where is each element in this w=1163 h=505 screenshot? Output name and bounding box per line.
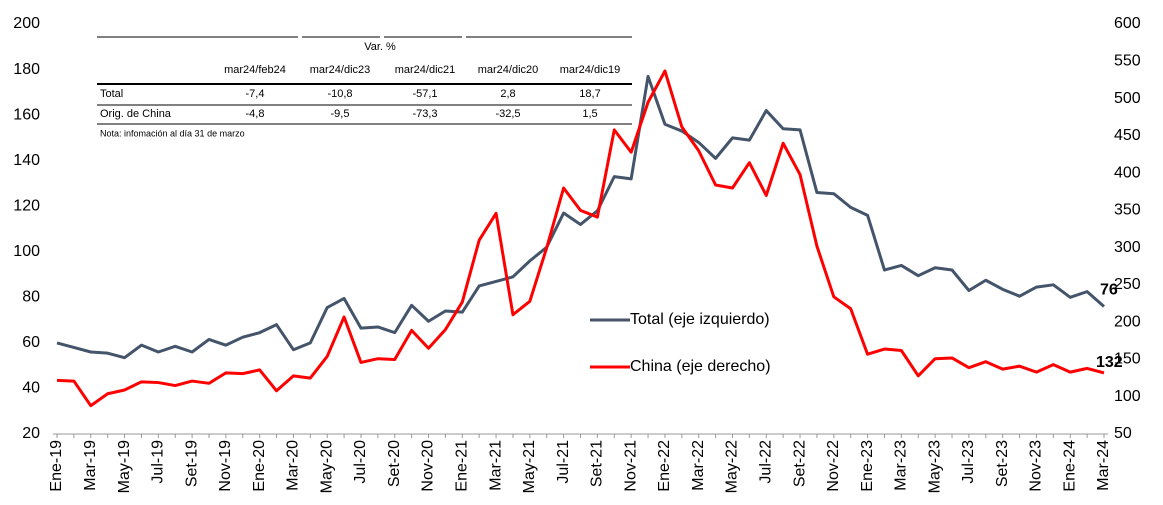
- table-row-label: Orig. de China: [100, 108, 172, 120]
- x-tick-label: Nov-22: [825, 440, 842, 492]
- y2-tick-label: 500: [1114, 90, 1141, 107]
- legend-label: Total (eje izquierdo): [630, 311, 770, 328]
- x-tick-label: Mar-23: [893, 440, 910, 491]
- table-cell: 1,5: [582, 108, 597, 120]
- summary-table: Var. % Nota: infomación al día 31 de mar…: [97, 36, 632, 138]
- x-tick-label: Nov-19: [217, 440, 234, 492]
- x-tick-label: Nov-21: [622, 440, 639, 492]
- x-tick-label: Ene-19: [48, 440, 65, 492]
- x-tick-label: Set-21: [589, 440, 606, 487]
- x-tick-label: Mar-20: [285, 440, 302, 491]
- x-tick-label: May-20: [318, 440, 335, 493]
- y2-tick-label: 50: [1114, 425, 1132, 442]
- x-tick-label: Mar-24: [1095, 440, 1112, 491]
- table-column-header: mar24/dic21: [395, 64, 456, 76]
- table-cell: -7,4: [246, 88, 265, 100]
- table-row-label: Total: [100, 88, 123, 100]
- series-line: [56, 69, 1105, 408]
- x-tick-label: Mar-22: [690, 440, 707, 491]
- x-tick-label: May-19: [116, 440, 133, 493]
- x-tick-label: Ene-20: [251, 440, 268, 492]
- table-cell: 2,8: [500, 88, 515, 100]
- y-tick-label: 40: [22, 380, 40, 397]
- table-column-header: mar24/dic23: [310, 64, 371, 76]
- x-tick-label: Nov-20: [420, 440, 437, 492]
- x-tick-label: Set-23: [994, 440, 1011, 487]
- x-tick-label: Ene-24: [1061, 440, 1078, 492]
- x-tick-label: Ene-23: [859, 440, 876, 492]
- y-tick-label: 200: [13, 15, 40, 32]
- y2-tick-label: 100: [1114, 388, 1141, 405]
- table-column-header: mar24/feb24: [224, 64, 286, 76]
- x-tick-label: Ene-21: [454, 440, 471, 492]
- x-tick-label: May-23: [926, 440, 943, 493]
- y-tick-label: 180: [13, 61, 40, 78]
- y2-tick-label: 150: [1114, 351, 1141, 368]
- y2-tick-label: 550: [1114, 52, 1141, 69]
- y-tick-label: 140: [13, 152, 40, 169]
- x-tick-label: Set-19: [183, 440, 200, 487]
- table-cell: -73,3: [412, 108, 437, 120]
- x-tick-label: Jul-20: [352, 440, 369, 484]
- y2-tick-label: 300: [1114, 239, 1141, 256]
- table-cell: -10,8: [327, 88, 352, 100]
- y2-tick-label: 600: [1114, 15, 1141, 32]
- x-tick-label: Set-22: [791, 440, 808, 487]
- y2-tick-label: 350: [1114, 202, 1141, 219]
- x-tick-label: Set-20: [386, 440, 403, 487]
- table-cell: 18,7: [579, 88, 600, 100]
- y-tick-label: 80: [22, 289, 40, 306]
- x-tick-label: Mar-19: [82, 440, 99, 491]
- y-tick-label: 100: [13, 243, 40, 260]
- table-cell: -9,5: [331, 108, 350, 120]
- legend-label: China (eje derecho): [630, 358, 771, 375]
- y-tick-label: 60: [22, 334, 40, 351]
- table-cell: -4,8: [246, 108, 265, 120]
- table-title: Var. %: [364, 41, 396, 53]
- x-tick-label: Nov-23: [1028, 440, 1045, 492]
- x-tick-label: May-21: [521, 440, 538, 493]
- data-label: 132: [1096, 354, 1123, 371]
- x-tick-label: Jul-19: [150, 440, 167, 484]
- x-tick-label: Jul-23: [960, 440, 977, 484]
- x-tick-label: Mar-21: [487, 440, 504, 491]
- x-tick-label: Ene-22: [656, 440, 673, 492]
- y2-tick-label: 250: [1114, 276, 1141, 293]
- x-tick-label: Jul-22: [757, 440, 774, 484]
- table-column-header: mar24/dic20: [478, 64, 539, 76]
- y-tick-label: 20: [22, 425, 40, 442]
- table-cell: -57,1: [412, 88, 437, 100]
- y-tick-label: 120: [13, 197, 40, 214]
- y2-tick-label: 200: [1114, 313, 1141, 330]
- table-note: Nota: infomación al día 31 de marzo: [100, 128, 245, 138]
- table-column-header: mar24/dic19: [560, 64, 621, 76]
- table-cell: -32,5: [495, 108, 520, 120]
- y2-tick-label: 450: [1114, 127, 1141, 144]
- y2-tick-label: 400: [1114, 164, 1141, 181]
- data-label: 76: [1100, 282, 1118, 299]
- y-tick-label: 160: [13, 106, 40, 123]
- x-tick-label: Jul-21: [555, 440, 572, 484]
- series-line: [56, 74, 1105, 360]
- x-tick-label: May-22: [724, 440, 741, 493]
